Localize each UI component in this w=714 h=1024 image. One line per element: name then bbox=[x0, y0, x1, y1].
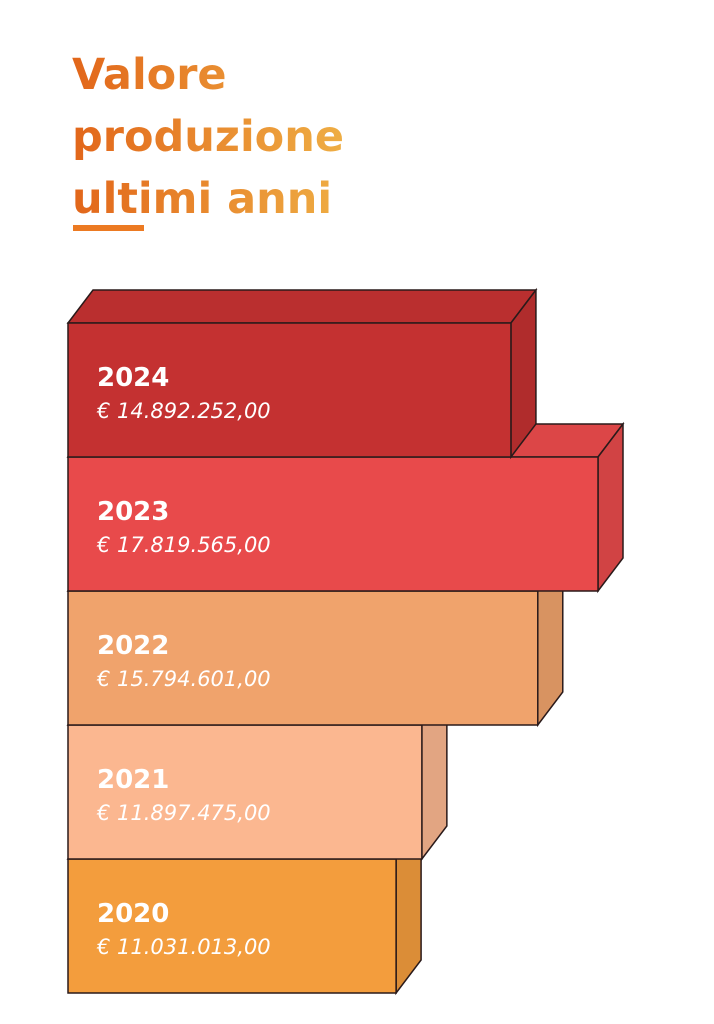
bar-value-label: € 14.892.252,00 bbox=[96, 399, 271, 423]
bar bbox=[67, 858, 397, 994]
bar-year: 2022 bbox=[97, 631, 169, 661]
bar-value-label: € 11.897.475,00 bbox=[96, 801, 271, 825]
title-rule bbox=[73, 225, 144, 231]
bar bbox=[67, 322, 512, 458]
bar-year: 2023 bbox=[97, 497, 169, 527]
bar-value-label: € 11.031.013,00 bbox=[96, 935, 271, 959]
bar-top-face bbox=[66, 289, 538, 324]
bar bbox=[67, 456, 599, 592]
bar-year: 2021 bbox=[97, 765, 169, 795]
title: Valore produzione ultimi anni bbox=[72, 44, 372, 230]
bar-value-label: € 17.819.565,00 bbox=[96, 533, 271, 557]
bar-year: 2024 bbox=[97, 363, 169, 393]
bar-year: 2020 bbox=[97, 899, 169, 929]
bar-value-label: € 15.794.601,00 bbox=[96, 667, 271, 691]
bar bbox=[67, 724, 423, 860]
